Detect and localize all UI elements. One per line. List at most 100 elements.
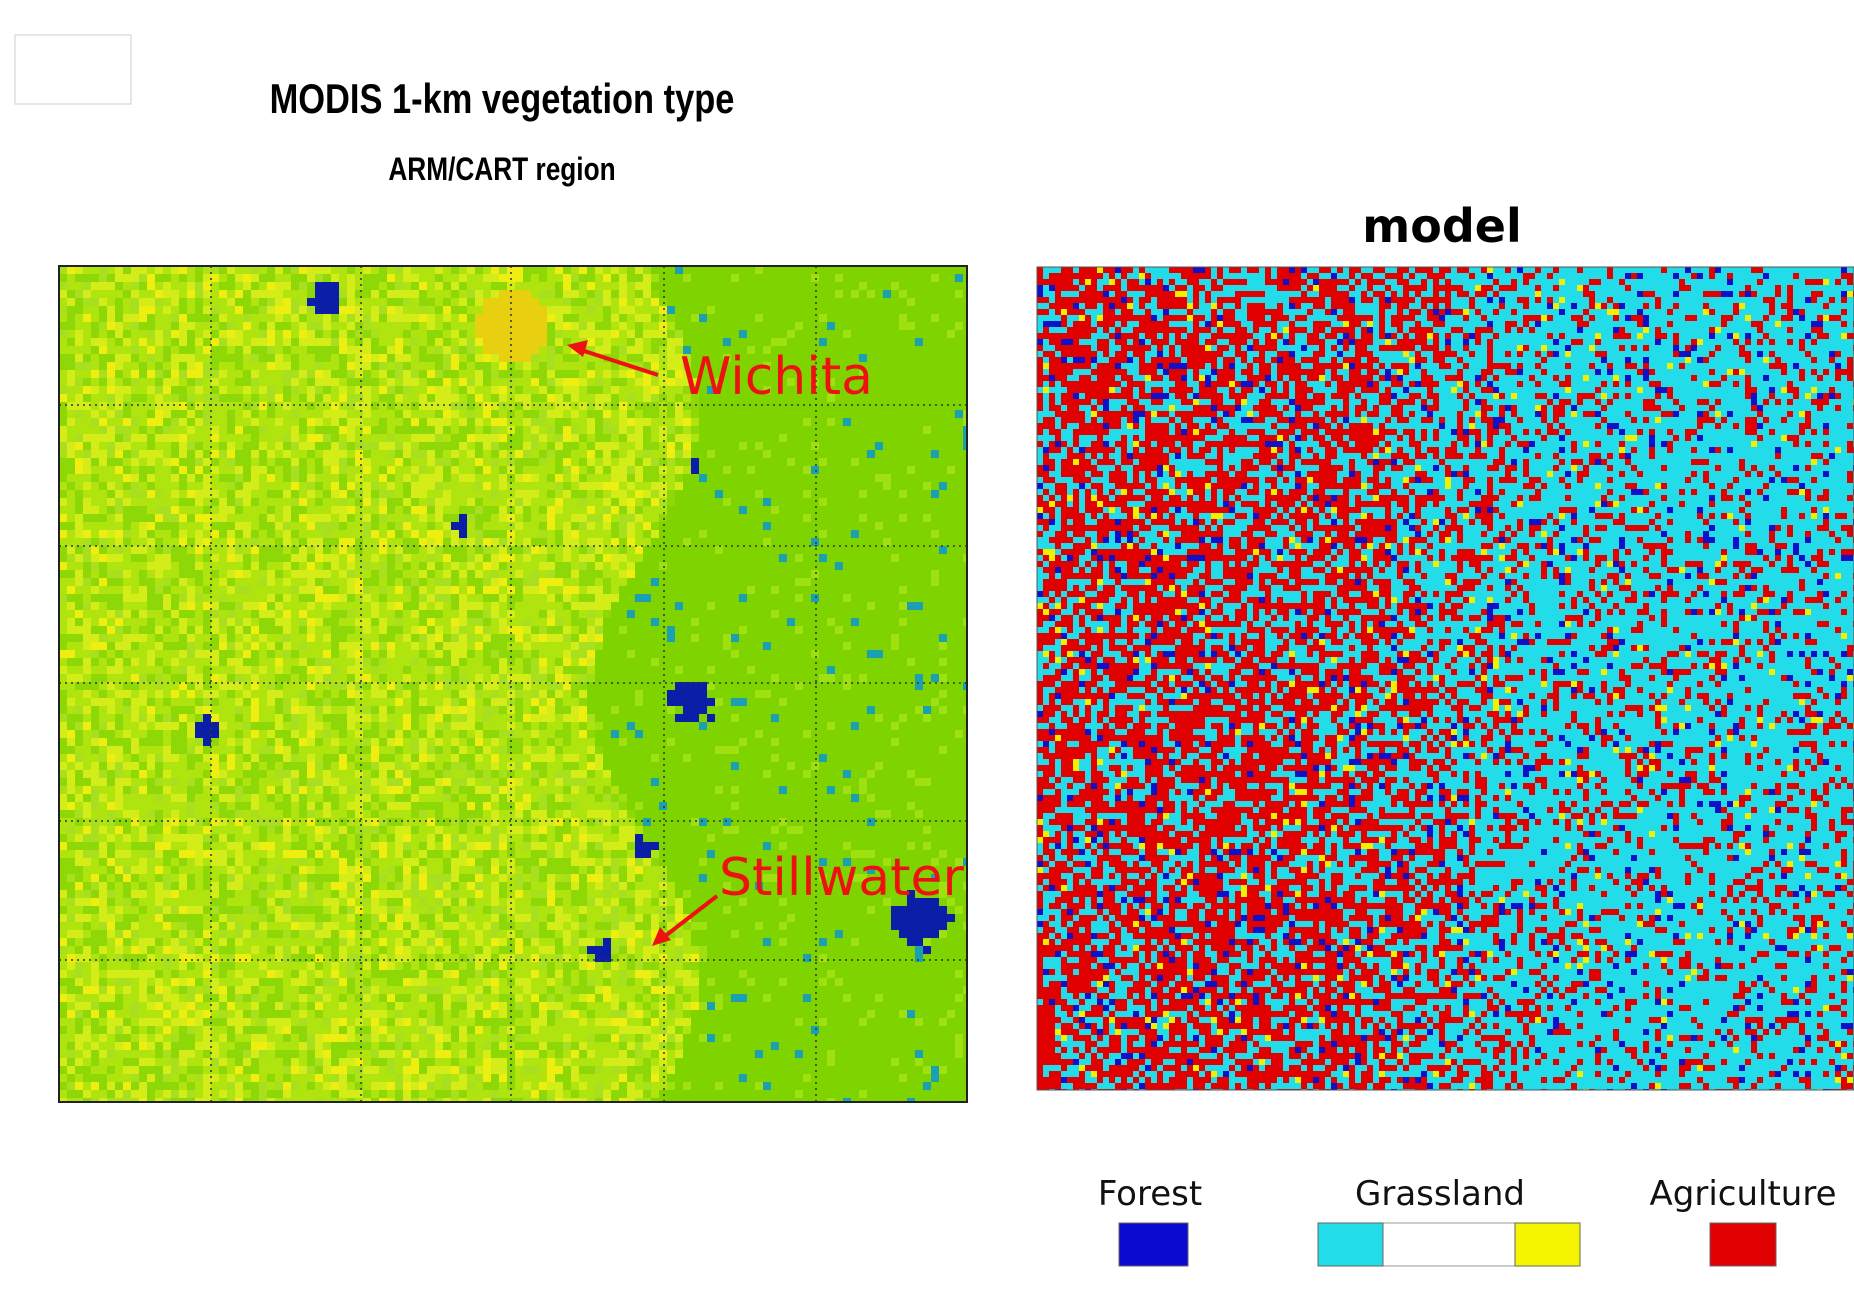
- map-cell: [147, 378, 155, 386]
- map-cell: [915, 266, 923, 274]
- map-cell: [787, 458, 795, 466]
- map-cell: [267, 426, 275, 434]
- map-cell: [859, 298, 867, 306]
- map-cell: [731, 266, 739, 274]
- map-cell: [275, 338, 283, 346]
- map-cell: [611, 346, 619, 354]
- map-cell: [123, 354, 131, 362]
- map-cell: [187, 482, 195, 490]
- map-cell: [947, 378, 955, 386]
- map-cell: [491, 458, 499, 466]
- map-cell: [147, 482, 155, 490]
- map-cell: [707, 266, 715, 274]
- map-cell: [915, 498, 923, 506]
- map-cell: [411, 498, 419, 506]
- map-cell: [659, 282, 667, 290]
- map-cell: [763, 426, 771, 434]
- map-cell: [227, 378, 235, 386]
- map-cell: [427, 490, 435, 498]
- map-cell: [107, 314, 115, 322]
- map-cell: [763, 458, 771, 466]
- map-cell: [891, 322, 899, 330]
- map-cell: [403, 434, 411, 442]
- map-cell: [67, 506, 75, 514]
- map-cell: [331, 490, 339, 498]
- map-cell: [643, 506, 651, 514]
- map-cell: [739, 466, 747, 474]
- map-cell: [299, 306, 307, 314]
- map-cell: [91, 442, 99, 450]
- map-cell: [59, 266, 67, 274]
- map-cell: [491, 266, 499, 274]
- map-cell: [483, 418, 491, 426]
- map-cell: [667, 338, 675, 346]
- map-cell: [107, 482, 115, 490]
- map-cell: [179, 322, 187, 330]
- map-cell: [387, 378, 395, 386]
- map-cell: [491, 506, 499, 514]
- map-cell: [851, 322, 859, 330]
- map-cell: [931, 418, 939, 426]
- map-cell: [803, 442, 811, 450]
- map-cell: [907, 418, 915, 426]
- map-cell: [603, 482, 611, 490]
- map-cell: [779, 490, 787, 498]
- map-cell: [235, 490, 243, 498]
- map-cell: [747, 498, 755, 506]
- map-cell: [683, 442, 691, 450]
- map-cell: [811, 322, 819, 330]
- map-cell: [203, 402, 211, 410]
- map-cell: [739, 482, 747, 490]
- map-cell: [123, 442, 131, 450]
- map-cell: [171, 490, 179, 498]
- map-cell: [203, 434, 211, 442]
- map-cell: [363, 274, 371, 282]
- map-cell: [219, 298, 227, 306]
- map-cell: [331, 482, 339, 490]
- map-cell: [555, 314, 563, 322]
- map-cell: [307, 426, 315, 434]
- map-cell: [99, 338, 107, 346]
- map-cell: [803, 338, 811, 346]
- map-cell: [467, 426, 475, 434]
- map-cell: [219, 426, 227, 434]
- map-cell: [787, 314, 795, 322]
- map-cell: [451, 466, 459, 474]
- map-cell: [875, 314, 883, 322]
- map-cell: [651, 330, 659, 338]
- map-cell: [667, 426, 675, 434]
- map-cell: [299, 282, 307, 290]
- map-cell: [739, 338, 747, 346]
- map-cell: [363, 354, 371, 362]
- map-cell: [163, 378, 171, 386]
- map-cell: [243, 506, 251, 514]
- map-cell: [787, 330, 795, 338]
- map-cell: [467, 410, 475, 418]
- map-cell: [747, 434, 755, 442]
- map-cell: [147, 490, 155, 498]
- map-cell: [267, 274, 275, 282]
- map-cell: [891, 370, 899, 378]
- map-cell: [435, 506, 443, 514]
- map-cell: [163, 266, 171, 274]
- map-cell: [603, 346, 611, 354]
- map-cell: [867, 442, 875, 450]
- map-cell: [523, 306, 531, 314]
- map-cell: [419, 370, 427, 378]
- map-cell: [547, 338, 555, 346]
- map-cell: [539, 354, 547, 362]
- map-cell: [523, 290, 531, 298]
- map-cell: [571, 274, 579, 282]
- map-cell: [211, 306, 219, 314]
- map-cell: [931, 290, 939, 298]
- map-cell: [259, 450, 267, 458]
- map-cell: [451, 298, 459, 306]
- map-cell: [83, 362, 91, 370]
- map-cell: [803, 306, 811, 314]
- map-cell: [779, 442, 787, 450]
- map-cell: [595, 514, 603, 522]
- map-cell: [587, 442, 595, 450]
- map-cell: [387, 514, 395, 522]
- map-cell: [835, 266, 843, 274]
- map-cell: [211, 290, 219, 298]
